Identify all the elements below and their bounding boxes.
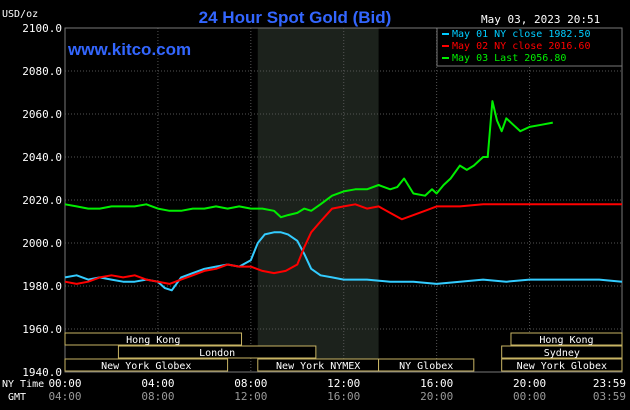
legend-entry: May 03 Last 2056.80	[452, 53, 566, 64]
y-tick-label: 2040.0	[22, 151, 62, 164]
x-row-label-ny: NY Time	[2, 379, 44, 390]
chart-title: 24 Hour Spot Gold (Bid)	[199, 8, 392, 27]
timestamp: May 03, 2023 20:51	[481, 13, 600, 26]
y-tick-label: 2060.0	[22, 108, 62, 121]
session-bar	[64, 358, 229, 372]
x-tick-label-ny: 00:00	[48, 377, 81, 390]
x-tick-label-ny: 20:00	[513, 377, 546, 390]
x-tick-label-gmt: 08:00	[141, 390, 174, 403]
y-tick-label: 1940.0	[22, 366, 62, 379]
x-tick-label-gmt: 12:00	[234, 390, 267, 403]
x-tick-label-ny: 16:00	[420, 377, 453, 390]
x-tick-label-gmt: 00:00	[513, 390, 546, 403]
y-tick-label: 2080.0	[22, 65, 62, 78]
y-tick-label: 2100.0	[22, 22, 62, 35]
session-label: New York Globex	[101, 361, 191, 372]
x-tick-label-ny: 04:00	[141, 377, 174, 390]
session-bar	[64, 332, 243, 346]
x-tick-label-gmt: 04:00	[48, 390, 81, 403]
trading-sessions: Hong Kong Hong Kong London Sydney New York G…	[64, 332, 623, 372]
source-watermark: www.kitco.com	[67, 40, 191, 59]
y-tick-label: 2020.0	[22, 194, 62, 207]
session-label: New York NYMEX	[276, 361, 360, 372]
x-axis: 00:0004:0004:0008:0008:0012:0012:0016:00…	[48, 377, 626, 403]
x-tick-label-gmt: 16:00	[327, 390, 360, 403]
legend-entry: May 01 NY close 1982.50	[452, 29, 590, 40]
session-bar	[117, 345, 317, 359]
series-line-may-03	[64, 100, 553, 219]
session-bar	[501, 345, 623, 359]
session-bar	[378, 358, 475, 372]
session-label: NY Globex	[399, 361, 453, 372]
x-tick-label-gmt: 20:00	[420, 390, 453, 403]
session-label: Hong Kong	[126, 335, 180, 346]
legend-entry: May 02 NY close 2016.60	[452, 41, 590, 52]
legend-box	[436, 27, 623, 67]
session-bar	[510, 332, 623, 346]
x-tick-label-ny: 12:00	[327, 377, 360, 390]
series-line-may-01	[64, 231, 623, 292]
session-label: Sydney	[544, 348, 580, 359]
session-label: London	[199, 348, 235, 359]
x-tick-label-ny: 08:00	[234, 377, 267, 390]
y-tick-label: 1960.0	[22, 323, 62, 336]
x-row-label-gmt: GMT	[8, 392, 26, 403]
y-unit-label: USD/oz	[2, 9, 38, 20]
session-label: New York Globex	[517, 361, 607, 372]
session-bar	[501, 358, 623, 372]
y-axis: 2100.0 2080.0 2060.0 2040.0 2020.0 2000.0 1980…	[22, 22, 62, 379]
y-tick-label: 2000.0	[22, 237, 62, 250]
plot-frame	[64, 27, 623, 373]
session-label: Hong Kong	[539, 335, 593, 346]
y-tick-label: 1980.0	[22, 280, 62, 293]
nymex-shaded-region	[257, 28, 379, 372]
series-line-may-02	[64, 203, 622, 285]
x-tick-label-ny: 23:59	[593, 377, 626, 390]
price-series	[64, 100, 623, 292]
grid-lines	[65, 28, 622, 372]
x-tick-label-gmt: 03:59	[593, 390, 626, 403]
